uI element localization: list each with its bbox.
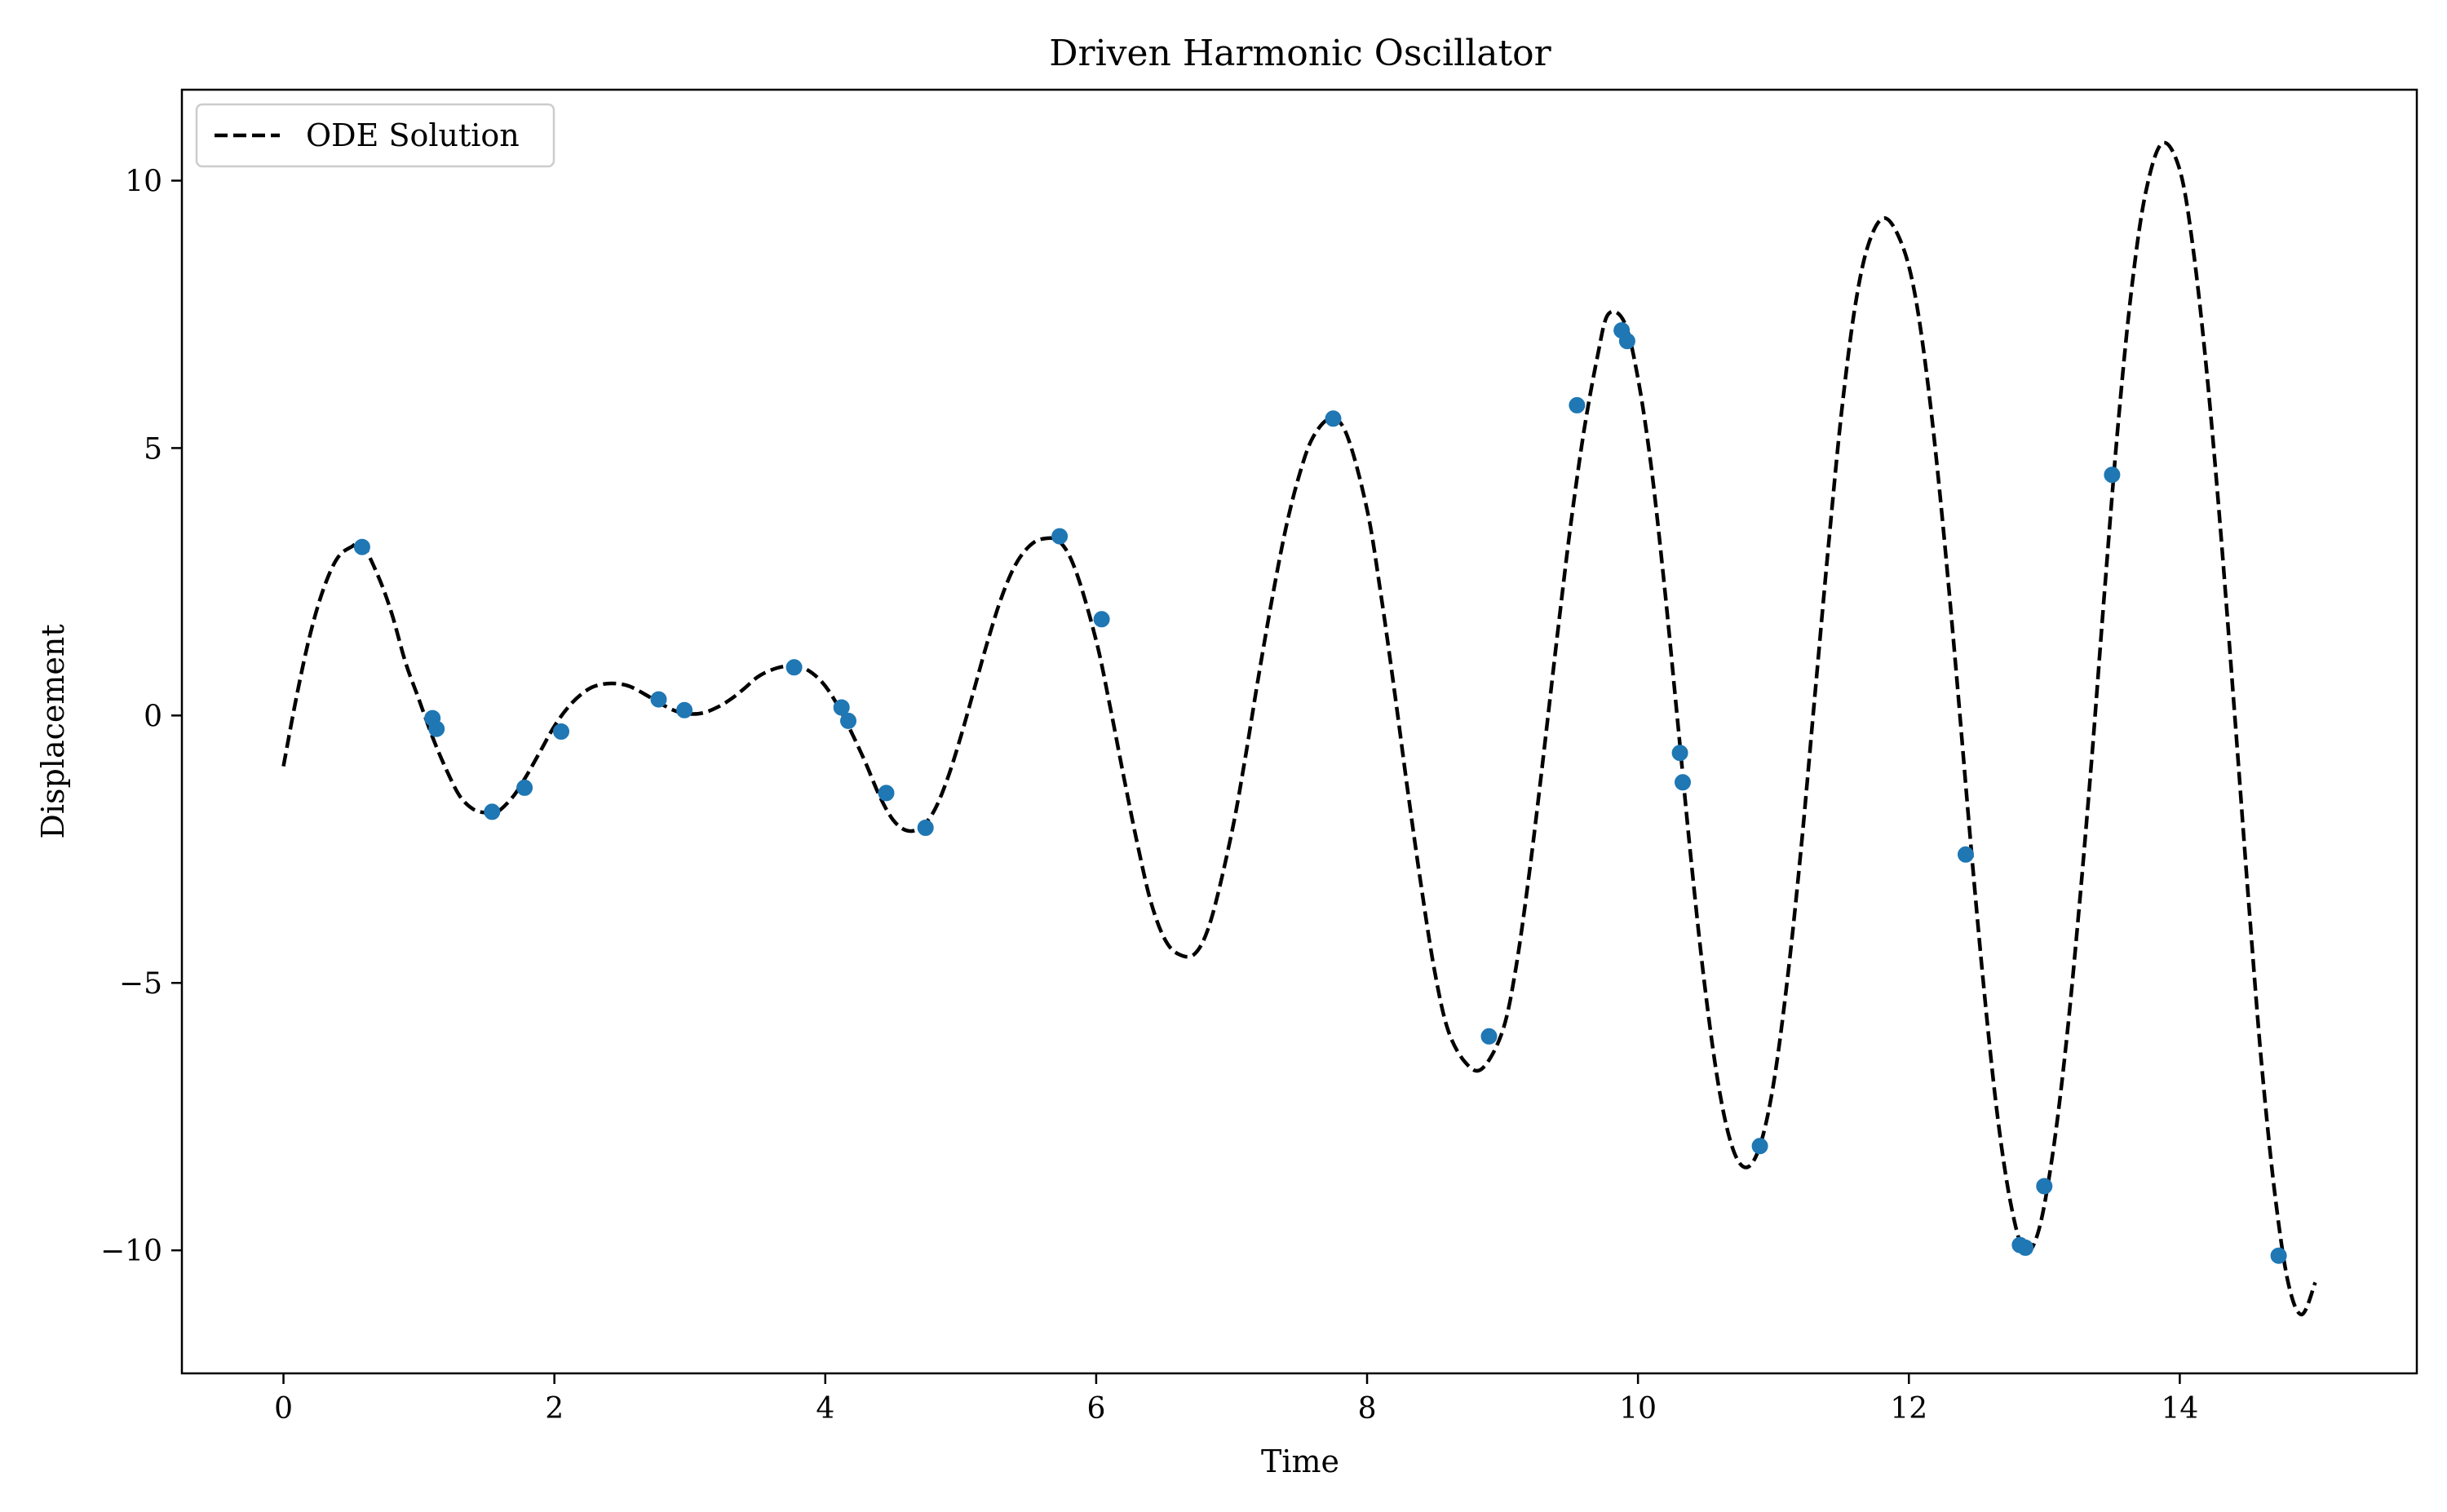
scatter-point	[1569, 396, 1586, 413]
series-line-ode-solution	[281, 140, 2317, 1317]
x-tick-label: 12	[1890, 1392, 1927, 1426]
scatter-point	[1480, 1028, 1498, 1045]
y-tick-label: 5	[144, 432, 162, 466]
scatter-point	[1325, 410, 1342, 427]
x-tick-label: 4	[816, 1392, 834, 1426]
scatter-point	[1618, 333, 1635, 350]
scatter-point	[1675, 774, 1691, 791]
y-tick-label: 0	[144, 700, 162, 733]
scatter-point	[428, 720, 445, 737]
scatter-point	[917, 820, 934, 836]
x-tick-label: 0	[274, 1392, 293, 1426]
y-axis-label: Displacement	[35, 624, 71, 838]
scatter-point	[878, 785, 895, 802]
y-tick-label: −10	[100, 1235, 162, 1268]
axes-frame	[180, 88, 2418, 1375]
scatter-point	[2104, 466, 2121, 484]
scatter-point	[2270, 1247, 2287, 1264]
x-tick-label: 14	[2161, 1392, 2198, 1426]
x-tick-label: 2	[545, 1392, 564, 1426]
scatter-point	[1093, 611, 1110, 628]
legend: ODE Solution	[195, 103, 555, 168]
scatter-point	[516, 779, 533, 796]
scatter-point	[1051, 528, 1069, 545]
scatter-point	[833, 699, 850, 716]
chart-title: Driven Harmonic Oscillator	[1049, 33, 1551, 74]
legend-label: ODE Solution	[306, 117, 520, 153]
scatter-point	[1751, 1138, 1768, 1155]
scatter-point	[553, 723, 569, 740]
scatter-point	[840, 712, 856, 729]
x-axis-label: Time	[1261, 1443, 1339, 1479]
scatter-point	[785, 659, 803, 676]
y-tick-label: −5	[119, 967, 162, 1001]
axis-ticks: 0 2 4 6 8 10 12 14 −10 −5 0 5 10	[100, 165, 2198, 1426]
scatter-point	[650, 691, 667, 708]
scatter-point	[353, 538, 370, 555]
scatter-point	[2017, 1239, 2034, 1256]
y-tick-label: 10	[125, 165, 162, 198]
plot-area	[281, 140, 2317, 1317]
x-tick-label: 8	[1358, 1392, 1377, 1426]
x-tick-label: 6	[1086, 1392, 1105, 1426]
scatter-point	[484, 803, 501, 820]
legend-box	[195, 103, 555, 168]
scatter-point	[2036, 1178, 2053, 1195]
scatter-point	[676, 701, 693, 718]
scatter-point	[1958, 846, 1974, 863]
scatter-point	[1671, 745, 1688, 762]
x-tick-label: 10	[1619, 1392, 1657, 1426]
